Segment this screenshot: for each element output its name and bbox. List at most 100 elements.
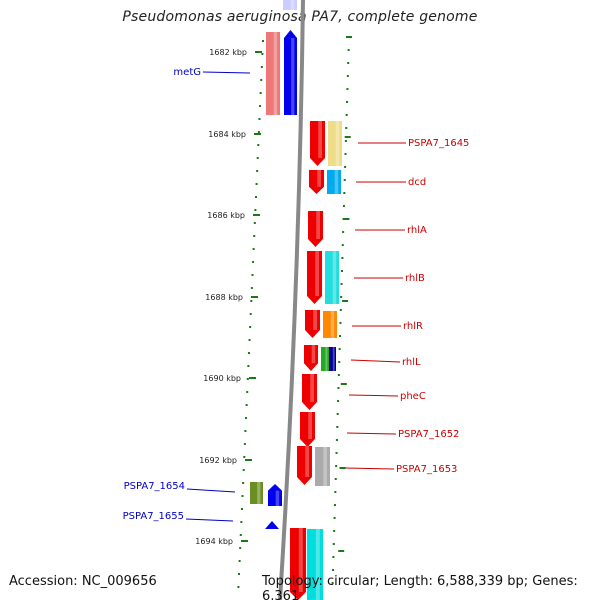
pspa7-1654-cog-box (250, 482, 263, 504)
tick-mark (254, 133, 261, 135)
rhlr-feature (305, 310, 320, 338)
outer-dot-left (242, 482, 245, 484)
outer-dot-left (243, 443, 246, 445)
outer-dot-left (246, 391, 249, 393)
gene-label: rhlB (405, 273, 425, 284)
outer-dot-right (343, 179, 346, 181)
outer-dot-right (337, 400, 340, 402)
next-reverse-feature (290, 528, 306, 600)
upstream-feature-highlight (290, 0, 295, 10)
tick-mark (249, 377, 256, 379)
outer-dot-right (340, 296, 343, 298)
tick-label: 1688 kbp (205, 293, 243, 302)
rhll-cog-box-a-highlight (325, 347, 328, 371)
dcd-feature-highlight (317, 170, 321, 187)
dcd-cog-box (327, 170, 341, 194)
rhlr-cog-box (323, 311, 337, 338)
outer-dot-right (332, 543, 335, 545)
outer-dot-right (342, 231, 345, 233)
pspa7-1654-cog-box-highlight (257, 482, 261, 504)
outer-dot-left (240, 521, 243, 523)
gene-label: rhlR (403, 321, 423, 332)
outer-dot-left (254, 209, 257, 211)
accession-text: Accession: NC_009656 (9, 574, 157, 589)
dcd-cog-box-highlight (334, 170, 339, 194)
outer-dot-right (346, 101, 349, 103)
tick-label: 1694 kbp (195, 537, 233, 546)
outer-dot-left (259, 92, 262, 94)
outer-dot-left (257, 131, 260, 133)
outer-dot-right (344, 153, 347, 155)
gene-label: rhlL (402, 357, 421, 368)
gene-label: PSPA7_1655 (123, 511, 184, 522)
metg-cog-box (266, 32, 280, 115)
outer-dot-right (334, 491, 337, 493)
pspa7-1654-feature-highlight (275, 490, 280, 506)
gene-label: rhlA (407, 225, 427, 236)
outer-dot-right (339, 322, 342, 324)
outer-dot-left (242, 469, 245, 471)
map-title: Pseudomonas aeruginosa PA7, complete gen… (122, 9, 478, 25)
tick-mark-right (339, 467, 346, 469)
outer-dot-right (333, 504, 336, 506)
next-cog-box-highlight (315, 529, 320, 600)
rhla-feature-highlight (316, 211, 320, 239)
tick-label: 1690 kbp (203, 374, 241, 383)
pspa7-1652-feature-highlight (308, 412, 312, 439)
outer-dot-right (334, 478, 337, 480)
pspa7-1653-cog-box (315, 447, 330, 486)
tick-mark (245, 459, 252, 461)
rhll-cog-box-a (321, 347, 329, 371)
tick-label: 1682 kbp (209, 48, 247, 57)
outer-dot-right (336, 426, 339, 428)
outer-dot-left (238, 573, 241, 575)
outer-dot-right (332, 569, 335, 571)
outer-dot-left (241, 495, 244, 497)
outer-dot-right (342, 205, 345, 207)
pspa7-1654-feature (268, 484, 282, 506)
gene-label-leader (186, 488, 236, 493)
tick-mark-right (342, 300, 349, 302)
outer-dot-right (343, 192, 346, 194)
outer-dot-left (247, 352, 250, 354)
outer-dot-right (341, 257, 344, 259)
tick-mark-right (346, 36, 352, 38)
outer-dot-right (335, 465, 338, 467)
gene-label-leader (344, 467, 395, 470)
pspa7-1645-feature (310, 121, 325, 166)
outer-dot-left (254, 196, 257, 198)
gene-label-leader (202, 71, 251, 74)
next-reverse-feature-highlight (298, 528, 303, 592)
outer-dot-left (252, 261, 255, 263)
outer-dot-left (257, 144, 260, 146)
outer-dot-right (338, 361, 341, 363)
gene-label-leader (185, 518, 234, 522)
outer-dot-right (339, 309, 342, 311)
rhlr-cog-box-highlight (330, 311, 335, 338)
outer-dot-left (249, 313, 252, 315)
outer-dot-right (344, 166, 347, 168)
tick-mark (241, 540, 248, 542)
tick-mark (253, 214, 260, 216)
outer-dot-left (262, 40, 264, 42)
rhll-cog-box-b-highlight (332, 347, 335, 371)
topology-text: Topology: circular; Length: 6,588,339 bp… (262, 574, 578, 600)
tick-mark-right (344, 136, 351, 138)
outer-dot-left (259, 105, 262, 107)
tick-mark (251, 296, 258, 298)
outer-dot-right (345, 127, 348, 129)
outer-dot-left (245, 404, 248, 406)
pspa7-1652-feature (300, 412, 315, 447)
gene-label: dcd (408, 177, 426, 188)
pspa7-1653-feature (297, 446, 312, 485)
outer-dot-left (249, 326, 252, 328)
outer-dot-right (332, 556, 335, 558)
outer-dot-right (331, 582, 334, 584)
pspa7-1645-feature-highlight (318, 121, 322, 158)
outer-dot-right (346, 88, 349, 90)
outer-dot-left (237, 586, 240, 588)
outer-dot-left (260, 66, 263, 68)
outer-dot-left (255, 183, 258, 185)
rhlb-cog-box (325, 251, 339, 304)
outer-dot-right (338, 348, 341, 350)
